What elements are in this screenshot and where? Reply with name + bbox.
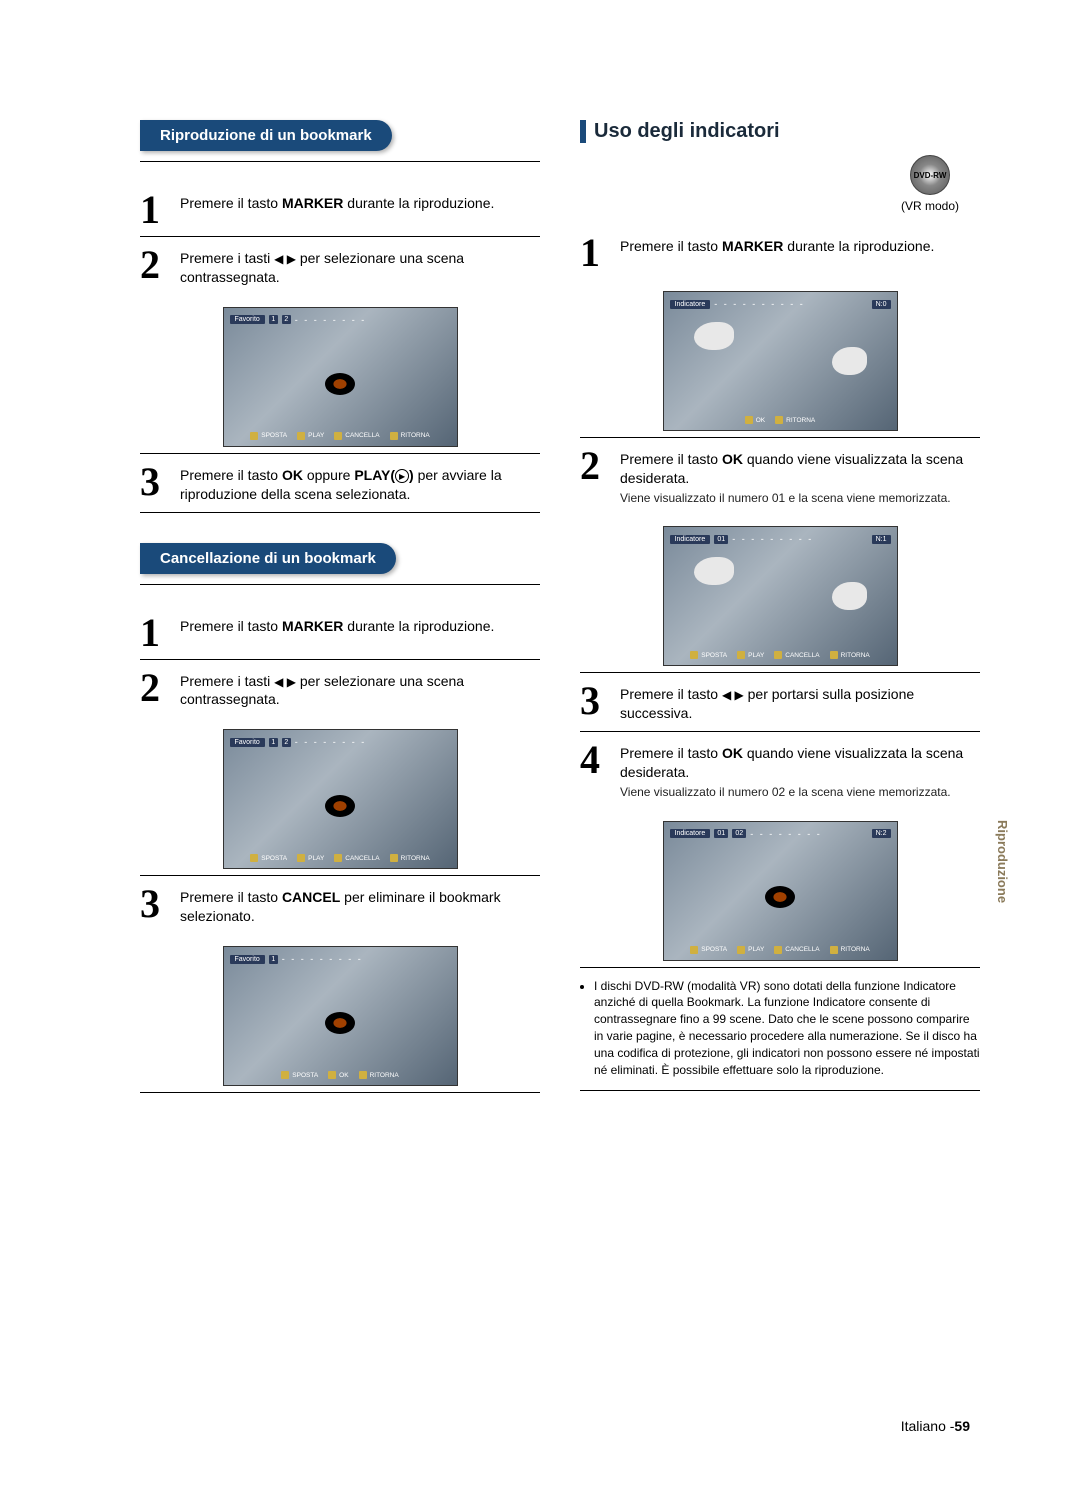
section-cancellazione-bookmark: Cancellazione di un bookmark: [140, 543, 540, 585]
screenshot-indicatore-n1: Indicatore 01 - - - - - - - - - N:1 SPOS…: [663, 526, 898, 666]
page-footer: Italiano -59: [901, 1418, 970, 1434]
s1-step1: 1 Premere il tasto MARKER durante la rip…: [140, 182, 540, 237]
s1-step2: 2 Premere i tasti ◀ ▶ per selezionare un…: [140, 237, 540, 295]
note-item: I dischi DVD-RW (modalità VR) sono dotat…: [594, 978, 980, 1079]
screenshot-favorito-12b: Favorito 1 2 - - - - - - - - SPOSTA PLAY…: [223, 729, 458, 869]
side-tab-riproduzione: Riproduzione: [995, 820, 1010, 903]
s2-step2: 2 Premere i tasti ◀ ▶ per selezionare un…: [140, 660, 540, 718]
notes-list: I dischi DVD-RW (modalità VR) sono dotat…: [580, 968, 980, 1091]
pill-riproduzione: Riproduzione di un bookmark: [140, 120, 392, 151]
pill-cancellazione: Cancellazione di un bookmark: [140, 543, 396, 574]
s2-step1: 1 Premere il tasto MARKER durante la rip…: [140, 605, 540, 660]
screenshot-favorito-1: Favorito 1 - - - - - - - - - SPOSTA OK R…: [223, 946, 458, 1086]
left-column: Riproduzione di un bookmark 1 Premere il…: [140, 120, 540, 1093]
screenshot-indicatore-n2: Indicatore 01 02 - - - - - - - - N:2 SPO…: [663, 821, 898, 961]
s1-step3: 3 Premere il tasto OK oppure PLAY(▶) per…: [140, 454, 540, 513]
r-step2: 2 Premere il tasto OK quando viene visua…: [580, 438, 980, 514]
r-step3: 3 Premere il tasto ◀ ▶ per portarsi sull…: [580, 673, 980, 732]
disc-badge: DVD-RW (VR modo): [880, 155, 980, 213]
heading-uso-indicatori: Uso degli indicatori: [580, 120, 980, 143]
screenshot-favorito-12: Favorito 1 2 - - - - - - - - SPOSTA PLAY…: [223, 307, 458, 447]
step-text: Premere il tasto MARKER durante la ripro…: [180, 192, 494, 213]
disc-caption: (VR modo): [880, 199, 980, 213]
section-riproduzione-bookmark: Riproduzione di un bookmark: [140, 120, 540, 162]
s2-step3: 3 Premere il tasto CANCEL per eliminare …: [140, 876, 540, 934]
step-number: 1: [140, 192, 170, 228]
right-column: Uso degli indicatori DVD-RW (VR modo) 1 …: [580, 120, 980, 1093]
r-step4: 4 Premere il tasto OK quando viene visua…: [580, 732, 980, 808]
dvd-rw-icon: DVD-RW: [910, 155, 950, 195]
screenshot-indicatore-n0: Indicatore - - - - - - - - - - N:0 OK RI…: [663, 291, 898, 431]
r-step1: 1 Premere il tasto MARKER durante la rip…: [580, 225, 980, 279]
